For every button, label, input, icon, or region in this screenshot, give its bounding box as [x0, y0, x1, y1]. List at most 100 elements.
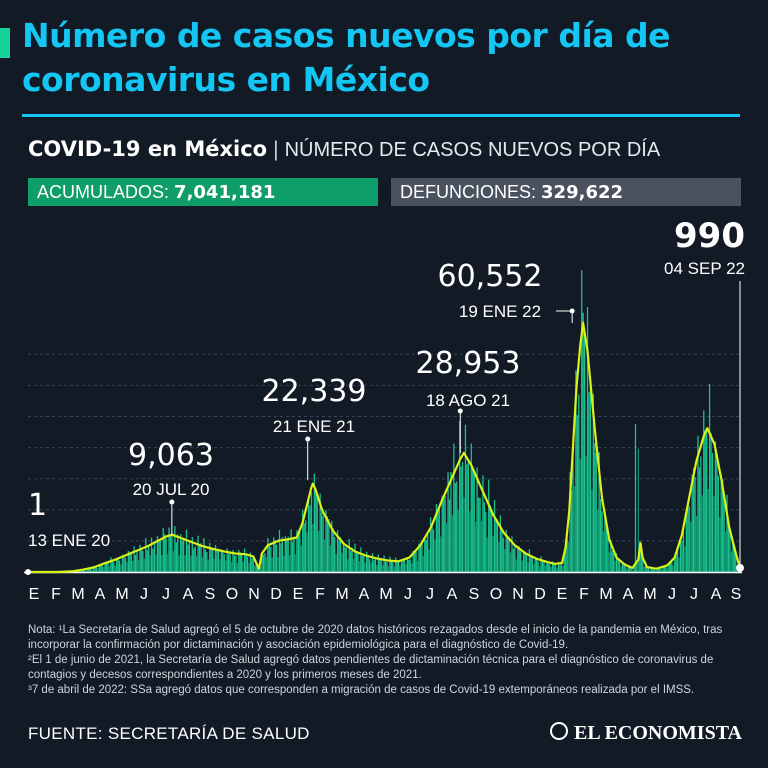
daily-case-bar: [334, 537, 336, 572]
x-tick-label: A: [711, 586, 722, 603]
annotation-dot: [25, 568, 31, 575]
daily-case-bar: [429, 517, 432, 572]
daily-case-bar: [108, 566, 111, 572]
daily-case-bar: [174, 526, 176, 572]
daily-case-bar: [700, 456, 702, 572]
daily-case-bar: [486, 537, 488, 572]
daily-case-bar: [223, 554, 225, 572]
daily-case-bar: [536, 558, 538, 572]
daily-case-bar: [350, 551, 352, 572]
daily-case-bar: [630, 567, 632, 572]
daily-case-bar: [476, 467, 478, 572]
daily-case-bar: [570, 490, 573, 572]
daily-case-bar: [569, 472, 571, 572]
daily-case-bar: [413, 552, 416, 572]
daily-case-bar: [598, 452, 600, 572]
daily-case-bar: [607, 527, 609, 572]
daily-case-bar: [332, 528, 334, 572]
daily-case-bar: [704, 430, 706, 572]
x-tick-label: J: [668, 586, 676, 603]
daily-case-bar: [729, 528, 731, 572]
daily-case-bar: [213, 558, 215, 572]
daily-case-bar: [169, 535, 172, 572]
daily-case-bar: [591, 489, 593, 572]
daily-case-bar: [206, 551, 208, 572]
daily-case-bar: [631, 569, 634, 572]
daily-case-bar: [347, 559, 349, 572]
daily-case-bar: [463, 497, 465, 572]
daily-case-bar: [557, 562, 560, 572]
daily-case-bar: [264, 552, 266, 572]
daily-case-bar: [675, 556, 677, 572]
daily-case-bar: [232, 550, 234, 572]
x-tick-label: S: [469, 586, 480, 603]
note-3: ³7 de abril de 2022: SSa agregó datos qu…: [28, 684, 695, 696]
daily-case-bar: [469, 511, 471, 572]
daily-case-bar: [617, 560, 619, 572]
daily-case-bar: [504, 549, 506, 572]
title-accent-bar: [0, 28, 10, 58]
x-tick-label: D: [270, 586, 282, 603]
daily-case-bar: [549, 564, 551, 572]
daily-case-bar: [620, 566, 622, 572]
daily-case-bar: [143, 558, 145, 572]
daily-case-bar: [313, 473, 316, 572]
daily-case-bar: [101, 564, 103, 572]
daily-case-bar: [501, 529, 503, 572]
daily-case-bar: [287, 536, 289, 572]
daily-case-bar: [88, 568, 90, 572]
daily-case-bar: [357, 553, 359, 572]
daily-case-bar: [265, 557, 268, 572]
daily-case-bar: [315, 489, 317, 572]
daily-case-bar: [400, 559, 403, 572]
daily-case-bar: [537, 561, 539, 572]
daily-case-bar: [499, 515, 501, 572]
daily-case-bar: [107, 562, 109, 572]
daily-case-bar: [682, 525, 685, 572]
daily-case-bar: [692, 467, 695, 572]
daily-case-bar: [190, 555, 192, 572]
daily-case-bar: [162, 527, 164, 572]
daily-case-bar: [123, 557, 125, 572]
daily-case-bar: [669, 562, 672, 572]
daily-case-bar: [453, 443, 455, 572]
daily-case-bar: [338, 540, 340, 572]
daily-case-bar: [522, 551, 525, 572]
daily-case-bar: [733, 545, 735, 572]
daily-case-bar: [290, 529, 292, 572]
daily-case-bar: [421, 540, 423, 572]
daily-case-bar: [636, 561, 638, 572]
daily-case-bar: [384, 561, 387, 572]
daily-case-bar: [608, 552, 610, 572]
x-tick-label: F: [51, 586, 61, 603]
daily-case-bar: [467, 459, 470, 572]
daily-case-bar: [647, 567, 650, 572]
daily-case-bar: [155, 554, 157, 572]
chart-notes: Nota: ¹La Secretaría de Salud agregó el …: [28, 623, 748, 698]
daily-case-bar: [376, 565, 378, 572]
daily-case-bar: [95, 567, 98, 572]
daily-case-bar: [148, 546, 150, 572]
daily-case-bar: [714, 441, 717, 572]
daily-case-bar: [114, 565, 116, 572]
daily-case-bar: [310, 492, 313, 572]
daily-case-bar: [440, 536, 442, 572]
daily-case-bar: [697, 435, 699, 572]
daily-case-bar: [706, 430, 708, 572]
daily-case-bar: [339, 537, 342, 572]
daily-case-bar: [553, 563, 555, 572]
daily-case-bar: [711, 453, 714, 572]
daily-case-bar: [134, 555, 137, 572]
daily-case-bar: [627, 565, 629, 572]
daily-case-bar: [658, 568, 660, 572]
daily-case-bar: [284, 536, 286, 572]
x-tick-label: A: [183, 586, 194, 603]
daily-case-bar: [326, 516, 329, 572]
daily-case-bar: [278, 530, 281, 572]
cases-area-chart: 1 13 ENE 20 9,063 20 JUL 20 22,339 21 ENE 21 2…: [24, 216, 745, 603]
daily-case-bar: [182, 537, 185, 572]
daily-case-bar: [118, 560, 121, 572]
annotation-date-label: 19 ENE 22: [459, 302, 541, 321]
daily-case-bar: [540, 556, 542, 572]
daily-case-bar: [146, 549, 148, 572]
